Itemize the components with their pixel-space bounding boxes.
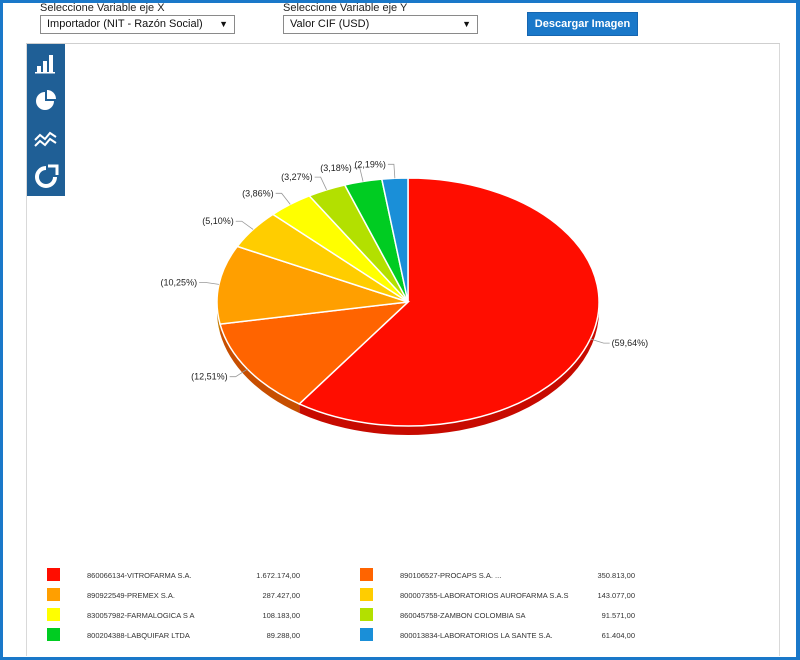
- pie-label-leader: [275, 192, 291, 205]
- legend-value: 287.427,00: [262, 591, 300, 600]
- controls-bar: Seleccione Variable eje X Importador (NI…: [0, 0, 800, 44]
- pie-slice-label: (12,51%): [191, 372, 228, 382]
- legend-name: 800013834-LABORATORIOS LA SANTE S.A.: [400, 631, 553, 640]
- x-axis-select-value: Importador (NIT - Razón Social): [47, 18, 203, 30]
- pie-slice-side: [299, 302, 599, 435]
- pie-label-leader: [235, 220, 254, 230]
- y-axis-label: Seleccione Variable eje Y: [283, 2, 408, 14]
- legend-swatch: [47, 588, 60, 601]
- download-image-button[interactable]: Descargar Imagen: [527, 12, 638, 36]
- chart-type-toolbar: [27, 44, 65, 196]
- legend-swatch: [360, 628, 373, 641]
- legend-name: 830057982-FARMALOGICA S A: [87, 611, 195, 620]
- x-axis-label: Seleccione Variable eje X: [40, 2, 165, 14]
- legend-item[interactable]: 890922549-PREMEX S.A. 287.427,00: [47, 588, 327, 602]
- legend-swatch: [360, 608, 373, 621]
- dropdown-arrow-icon: ▼: [219, 19, 228, 29]
- pie-label-leader: [229, 368, 248, 378]
- pie-slice-side: [217, 302, 221, 334]
- pie-slice-side: [220, 324, 300, 413]
- legend-item[interactable]: 800204388-LABQUIFAR LTDA 89.288,00: [47, 628, 327, 642]
- legend-value: 91.571,00: [601, 611, 635, 620]
- pie-slice-label: (5,10%): [202, 216, 234, 226]
- legend-swatch: [47, 568, 60, 581]
- pie-slice-label: (10,25%): [161, 277, 198, 287]
- legend-item[interactable]: 860066134-VITROFARMA S.A. 1.672.174,00: [47, 568, 327, 582]
- legend-swatch: [360, 588, 373, 601]
- legend-item[interactable]: 800013834-LABORATORIOS LA SANTE S.A. 61.4…: [360, 628, 640, 642]
- legend-item[interactable]: 890106527-PROCAPS S.A. ... 350.813,00: [360, 568, 640, 582]
- pie-slice-label: (3,27%): [281, 172, 313, 182]
- legend-item[interactable]: 830057982-FARMALOGICA S A 108.183,00: [47, 608, 327, 622]
- legend-name: 800204388-LABQUIFAR LTDA: [87, 631, 190, 640]
- pie-slice-label: (3,86%): [242, 188, 274, 198]
- pie-chart-icon[interactable]: [27, 82, 65, 120]
- legend-name: 860066134-VITROFARMA S.A.: [87, 571, 192, 580]
- legend-value: 89.288,00: [266, 631, 300, 640]
- bar-chart-icon[interactable]: [27, 44, 65, 82]
- pie-slice[interactable]: [219, 300, 411, 405]
- legend-value: 108.183,00: [262, 611, 300, 620]
- y-axis-select[interactable]: Valor CIF (USD) ▼: [283, 15, 478, 34]
- x-axis-select[interactable]: Importador (NIT - Razón Social) ▼: [40, 15, 235, 34]
- legend-item[interactable]: 860045758-ZAMBON COLOMBIA SA 91.571,00: [360, 608, 640, 622]
- pie-slice[interactable]: [216, 245, 409, 325]
- legend-item[interactable]: 800007355-LABORATORIOS AUROFARMA S.A.S 14…: [360, 588, 640, 602]
- legend-name: 890106527-PROCAPS S.A. ...: [400, 571, 502, 580]
- pie-slice-label: (59,64%): [612, 338, 649, 348]
- pie-label-leader: [314, 176, 327, 190]
- legend-value: 143.077,00: [597, 591, 635, 600]
- legend-value: 350.813,00: [597, 571, 635, 580]
- pie-slice[interactable]: [297, 177, 600, 427]
- legend-name: 860045758-ZAMBON COLOMBIA SA: [400, 611, 526, 620]
- line-chart-icon[interactable]: [27, 120, 65, 158]
- y-axis-select-value: Valor CIF (USD): [290, 18, 370, 30]
- legend-name: 890922549-PREMEX S.A.: [87, 591, 175, 600]
- pie-slice-label: (2,19%): [354, 159, 386, 169]
- legend-swatch: [47, 608, 60, 621]
- dropdown-arrow-icon: ▼: [462, 19, 471, 29]
- chart-panel: [26, 44, 780, 656]
- legend-swatch: [360, 568, 373, 581]
- pie-label-leader: [199, 281, 220, 285]
- legend-swatch: [47, 628, 60, 641]
- legend-value: 1.672.174,00: [256, 571, 300, 580]
- pie-label-leader: [387, 163, 396, 179]
- divider: [26, 43, 780, 44]
- pie-label-leader: [590, 338, 610, 344]
- legend-value: 61.404,00: [601, 631, 635, 640]
- legend-name: 800007355-LABORATORIOS AUROFARMA S.A.S: [400, 591, 569, 600]
- pie-slice-label: (3,18%): [320, 163, 352, 173]
- donut-chart-icon[interactable]: [27, 158, 65, 196]
- pie-label-leader: [353, 167, 364, 182]
